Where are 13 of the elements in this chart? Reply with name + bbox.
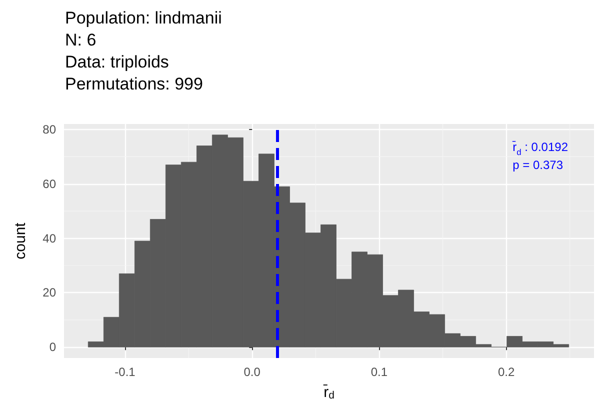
chart-title: Population: lindmanii N: 6 Data: triploids Permutations: 999	[65, 8, 222, 94]
y-tick-label: 0	[49, 340, 56, 354]
y-tick-label: 40	[42, 231, 56, 246]
x-tick-label: 0.2	[498, 365, 515, 379]
y-tick-label: 20	[42, 286, 56, 300]
y-axis-title: count	[12, 222, 29, 260]
x-tick-label: 0.0	[244, 365, 261, 379]
x-tick-label: 0.1	[370, 365, 388, 379]
annotation: p = 0.373	[512, 158, 564, 172]
y-tick-label: 80	[42, 122, 56, 136]
x-tick-label: -0.1	[114, 365, 136, 379]
y-tick-label: 60	[42, 176, 56, 191]
x-axis-title: r̄d	[322, 384, 335, 402]
